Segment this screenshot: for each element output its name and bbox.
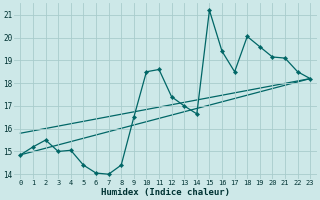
X-axis label: Humidex (Indice chaleur): Humidex (Indice chaleur) — [101, 188, 230, 197]
